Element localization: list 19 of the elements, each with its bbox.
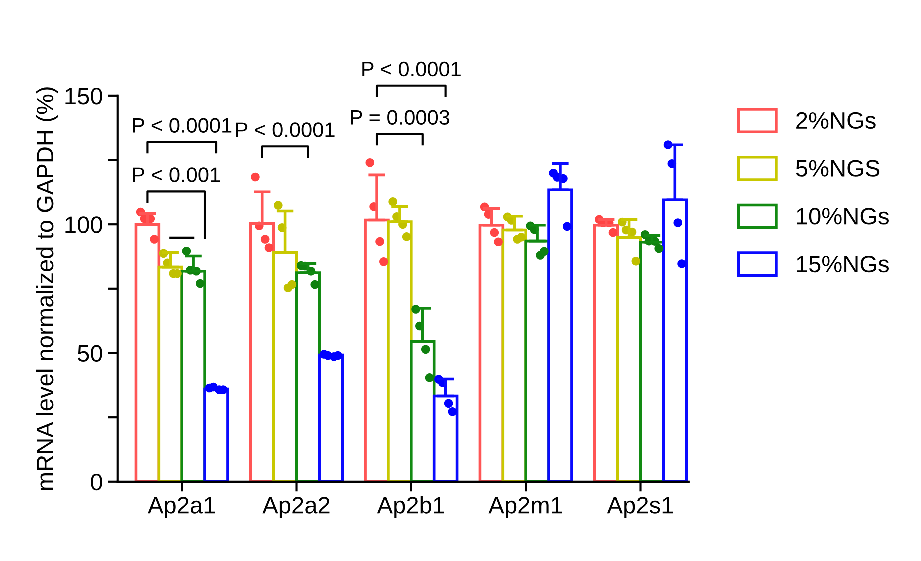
legend-label: 2%NGs: [796, 112, 876, 130]
y-axis-title: mRNA level normalized to GAPDH (%): [36, 88, 58, 490]
y-tick-label: 50: [78, 345, 102, 362]
annotation: P < 0.001: [133, 168, 220, 182]
text: P < 0.0001: [362, 62, 461, 77]
x-tick-label: Ap2a2: [262, 497, 330, 518]
x-tick-label: Ap2m1: [488, 497, 562, 518]
y-tick-label: 100: [66, 216, 102, 234]
annotation: P < 0.0001: [133, 118, 232, 133]
legend-label: 15%NGs: [797, 256, 889, 273]
x-tick-label: Ap2s1: [607, 497, 674, 518]
x-tick-label: Ap2a1: [148, 497, 216, 518]
annotation: P < 0.0001: [236, 122, 335, 138]
annotation: P = 0.0003: [351, 110, 450, 126]
y-tick-label: 0: [91, 474, 102, 491]
x-tick-label: Ap2b1: [377, 496, 444, 518]
legend-label: 5%NGS: [796, 160, 880, 177]
y-tick-label: 150: [66, 88, 102, 105]
legend-label: 10%NGs: [797, 208, 889, 225]
